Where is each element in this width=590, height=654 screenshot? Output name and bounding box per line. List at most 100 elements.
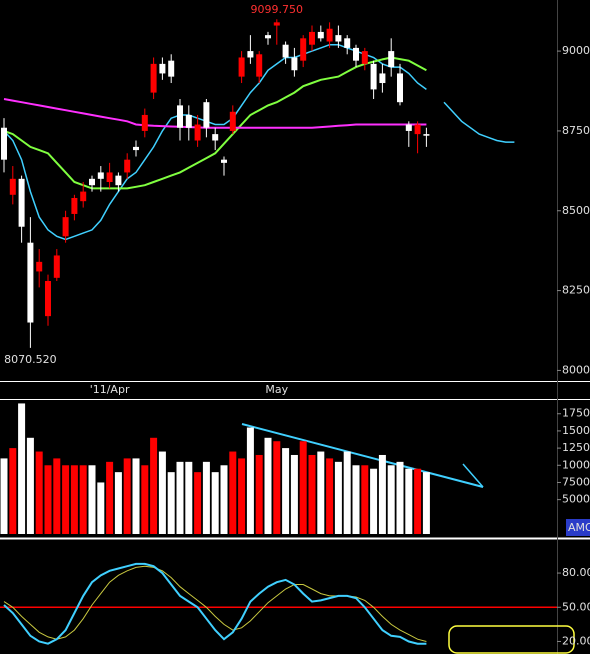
volume-bar	[326, 458, 334, 534]
volume-bar	[62, 465, 70, 534]
y-tick-label: 15000	[562, 424, 590, 437]
candle-body	[133, 146, 139, 151]
candle-body	[221, 159, 227, 163]
candle-body	[71, 197, 78, 214]
y-tick-label: 8250	[562, 284, 590, 297]
volume-bar	[246, 427, 254, 534]
y-tick-label: 8000	[562, 363, 590, 376]
candle-body	[80, 191, 87, 202]
volume-bar	[106, 461, 114, 534]
y-tick-label: 17500	[562, 407, 590, 420]
volume-bar	[70, 465, 78, 534]
volume-bar	[290, 454, 298, 534]
volume-bar	[202, 461, 210, 534]
candle-body	[124, 159, 131, 173]
volume-bar	[414, 468, 422, 534]
volume-bar	[422, 472, 430, 534]
candle-body	[317, 31, 324, 39]
volume-bar	[273, 441, 281, 534]
candle-body	[370, 63, 377, 90]
x-tick-label: '11/Apr	[90, 383, 130, 396]
candle-body	[309, 31, 315, 45]
volume-bar	[26, 437, 34, 534]
candle-body	[247, 51, 254, 58]
candle-body	[238, 57, 245, 77]
candle-body	[1, 127, 7, 160]
candle-body	[300, 38, 307, 61]
oscillator-line	[3, 562, 427, 645]
volume-bar	[378, 454, 386, 534]
candle-body	[344, 38, 351, 48]
candle-body	[265, 35, 271, 39]
candle-body	[9, 178, 16, 195]
volume-bar	[229, 451, 237, 534]
volume-bar	[405, 468, 413, 534]
volume-bar	[255, 454, 263, 534]
candle-body	[203, 102, 210, 128]
volume-bar	[334, 461, 342, 534]
volume-bar	[264, 437, 272, 534]
volume-bar	[343, 451, 351, 534]
candle-body	[194, 124, 201, 141]
candle-body	[405, 124, 412, 131]
label-box	[566, 519, 590, 536]
candle-body	[388, 51, 395, 68]
candle-body	[159, 63, 166, 74]
volume-bar	[18, 403, 26, 534]
volume-bar	[176, 461, 184, 534]
volume-bar	[158, 451, 166, 534]
candle-body	[282, 44, 289, 58]
volume-bar	[317, 451, 325, 534]
volume-bar	[361, 465, 369, 534]
y-tick-label: 80.00	[562, 566, 590, 579]
moving-average	[3, 98, 427, 129]
oscillator-line	[3, 565, 427, 642]
y-tick-label: 5000	[562, 493, 590, 506]
candle-body	[53, 255, 60, 278]
volume-bar	[299, 441, 307, 534]
volume-bar	[308, 454, 316, 534]
volume-bar	[114, 472, 122, 534]
candle-body	[212, 134, 219, 141]
volume-bar	[53, 458, 61, 534]
candle-body	[335, 35, 342, 42]
volume-bar	[387, 465, 395, 534]
y-tick-label: 50.00	[562, 600, 590, 613]
volume-bar	[194, 472, 202, 534]
y-tick-label: 7500	[562, 475, 590, 488]
candle-body	[291, 57, 298, 71]
trend-line	[462, 463, 484, 488]
candle-body	[18, 178, 25, 227]
candle-body	[414, 124, 421, 135]
y-tick-label: 12500	[562, 441, 590, 454]
highlight-box	[448, 625, 575, 654]
candle-body	[62, 217, 69, 237]
candle-body	[256, 54, 263, 77]
volume-bar	[88, 465, 96, 534]
volume-bar	[97, 482, 105, 534]
volume-bar	[370, 468, 378, 534]
candle-body	[273, 22, 280, 26]
volume-bar	[123, 458, 131, 534]
volume-bar	[352, 465, 360, 534]
candle-body	[97, 172, 104, 179]
candle-body	[177, 105, 183, 128]
high-label: 9099.750	[251, 3, 304, 16]
candle-body	[353, 47, 359, 61]
candle-body	[106, 172, 113, 183]
y-tick-label: 8750	[562, 124, 590, 137]
y-tick-label: 20.00	[562, 634, 590, 647]
candle-body	[45, 281, 51, 317]
candle-body	[36, 261, 43, 272]
trend-line	[241, 423, 484, 488]
candle-body	[141, 114, 148, 131]
volume-bar	[9, 448, 17, 534]
volume-bar	[141, 465, 149, 534]
volume-bar	[185, 461, 193, 534]
volume-bar	[211, 472, 219, 534]
candle-body	[397, 73, 403, 103]
y-tick-label: 10000	[562, 458, 590, 471]
volume-bar	[396, 461, 404, 534]
